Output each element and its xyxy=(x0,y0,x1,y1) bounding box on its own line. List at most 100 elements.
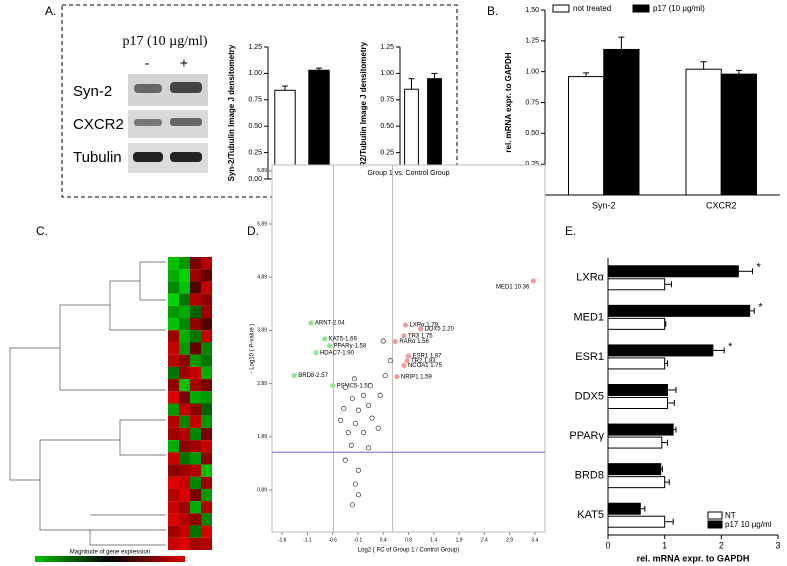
heatmap-cell xyxy=(190,476,201,489)
point-label: ESR1 1.87 xyxy=(413,354,443,360)
blot-image xyxy=(128,74,208,173)
x-tick-label: -0.1 xyxy=(354,537,363,543)
heatmap-cell xyxy=(179,415,190,428)
bar xyxy=(607,278,666,291)
heatmap-cell xyxy=(190,269,201,282)
heatmap-cell xyxy=(201,391,212,404)
chart-title: Group 1 vs. Control Group xyxy=(367,170,449,177)
heatmap-cell xyxy=(168,452,179,465)
heatmap-cell xyxy=(201,318,212,331)
point-label: NRIP1 1.59 xyxy=(401,374,433,380)
point xyxy=(380,338,386,344)
heatmap-cell xyxy=(168,305,179,319)
significance-mark: * xyxy=(757,262,762,274)
heatmap-cell xyxy=(190,464,201,477)
x-tick-label: 2.9 xyxy=(506,537,513,543)
point xyxy=(349,502,355,508)
x-tick-label: CXCR2 xyxy=(706,200,737,210)
y-axis-label: Syn-2/Tubulin Image J densitometry xyxy=(227,44,236,181)
heatmap-cell xyxy=(201,525,212,538)
point-label: MED1 10.36 xyxy=(496,285,530,291)
bar xyxy=(607,515,666,528)
heatmap-cell xyxy=(168,501,179,514)
heatmap-cell xyxy=(168,342,179,355)
bar xyxy=(607,304,751,317)
point-label: TR2 1.83 xyxy=(411,358,436,364)
y-tick-label: 0.75 xyxy=(380,97,394,104)
panel-label: E. xyxy=(565,224,576,238)
y-tick-label: 0.75 xyxy=(248,97,262,104)
heatmap-cell xyxy=(168,440,179,453)
heatmap-cell xyxy=(201,501,212,514)
point xyxy=(375,425,381,431)
y-tick-label: 0.25 xyxy=(380,149,394,156)
bar xyxy=(607,397,668,409)
heatmap-cell xyxy=(168,537,179,550)
y-tick-label: 0.00 xyxy=(248,176,262,183)
heatmap-cell xyxy=(190,440,201,453)
blot-row-label: Syn-2 xyxy=(73,83,112,100)
x-axis-label: rel. mRNA expr. to GAPDH xyxy=(637,553,750,563)
heatmap-cell xyxy=(190,488,201,502)
y-tick-label: 1.00 xyxy=(380,70,394,77)
heatmap-cell xyxy=(201,452,212,465)
legend-swatch xyxy=(552,4,570,13)
heatmap-cell xyxy=(190,501,201,514)
blot-row-label: Tubulin xyxy=(73,149,122,166)
point xyxy=(394,374,400,380)
heatmap-cell xyxy=(190,318,201,331)
panel-label: D. xyxy=(247,224,259,238)
heatmap-cell xyxy=(201,403,212,416)
bar xyxy=(607,317,666,330)
y-tick-label: 1.25 xyxy=(248,44,262,51)
y-tick-label: 0.75 xyxy=(525,99,539,106)
heatmap-cell xyxy=(190,293,201,306)
heatmap-cell xyxy=(190,391,201,404)
heatmap-cell xyxy=(179,281,190,294)
y-axis-label: CXCR2/Tubulin Image J densitometry xyxy=(359,41,368,184)
heatmap-cell xyxy=(179,501,190,514)
point xyxy=(355,467,362,473)
point xyxy=(360,392,367,398)
heatmap-cell xyxy=(201,366,212,380)
heatmap-cell xyxy=(168,476,179,489)
heatmap-cell xyxy=(179,342,190,355)
blot-treatment: p17 (10 µg/ml) xyxy=(122,34,207,49)
point xyxy=(387,358,393,364)
blot-row-label: CXCR2 xyxy=(73,116,124,133)
heatmap-cell xyxy=(179,318,190,331)
point xyxy=(369,415,375,421)
y-axis-label: - Log10 ( P-value ) xyxy=(250,324,256,374)
bar xyxy=(607,502,641,515)
heatmap-cell xyxy=(179,464,190,477)
heatmap-cell xyxy=(190,366,201,380)
heatmap-cell xyxy=(190,452,201,465)
y-tick-label: 4.89 xyxy=(257,275,267,281)
bar xyxy=(603,48,640,196)
bar xyxy=(607,265,739,278)
x-tick-label: 2.4 xyxy=(481,537,488,543)
heatmap-cell xyxy=(168,464,179,477)
y-tick-label: 1.89 xyxy=(257,434,267,440)
heatmap-cell xyxy=(179,452,190,465)
y-tick-label: 0.89 xyxy=(257,487,267,493)
point xyxy=(418,326,424,332)
point xyxy=(313,350,319,356)
colorbar xyxy=(35,556,185,562)
heatmap-cell xyxy=(179,330,190,343)
heatmap-cell xyxy=(201,257,212,270)
bar xyxy=(607,423,674,436)
heatmap-cell xyxy=(190,403,201,416)
heatmap-cell xyxy=(168,391,179,404)
bar xyxy=(607,436,663,449)
point xyxy=(355,407,362,413)
x-tick-label: 0 xyxy=(605,540,610,550)
heatmap-cell xyxy=(179,293,190,306)
panel-label: B. xyxy=(487,4,498,18)
point xyxy=(405,353,412,359)
heatmap-cell xyxy=(179,403,190,416)
point xyxy=(322,336,328,342)
heatmap-cell xyxy=(201,476,212,489)
heatmap-cell xyxy=(168,293,179,306)
heatmap-cell xyxy=(179,440,190,453)
